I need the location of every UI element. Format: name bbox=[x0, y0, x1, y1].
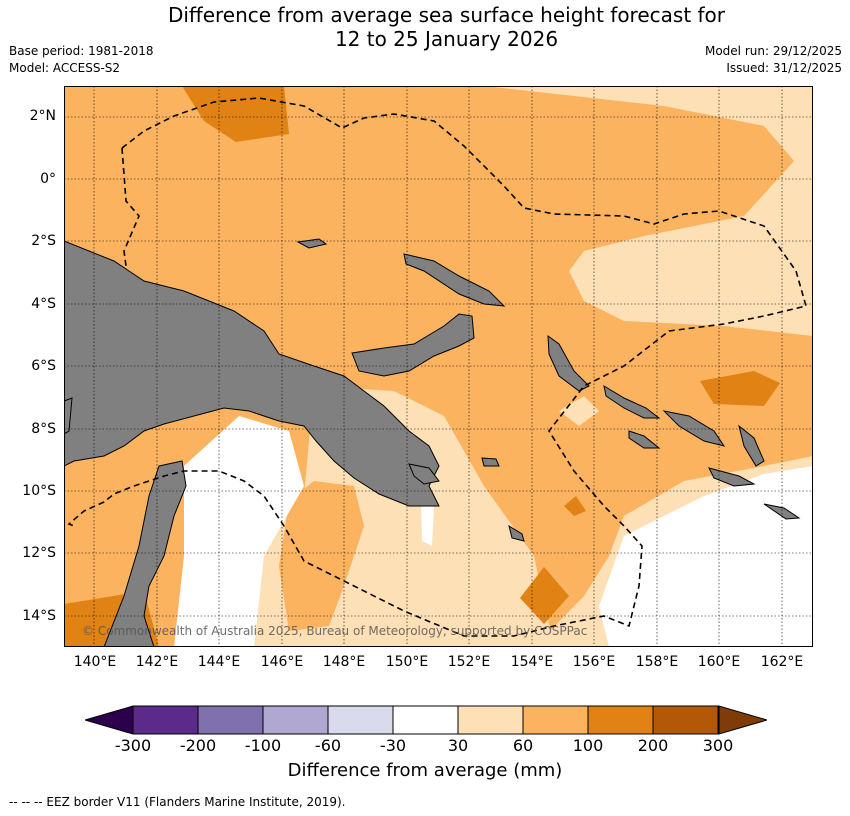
colorbar-tick: -30 bbox=[379, 736, 407, 755]
land-rossel bbox=[508, 524, 525, 542]
lon-label: 148°E bbox=[322, 654, 366, 670]
land-new-ireland bbox=[403, 253, 506, 307]
anomaly-100-200-east bbox=[700, 371, 780, 406]
colorbar-tick: 100 bbox=[572, 736, 604, 755]
colorbar-tick: 30 bbox=[447, 736, 469, 755]
anomaly-100-200-top bbox=[182, 86, 289, 142]
map-frame bbox=[64, 86, 813, 647]
anomaly-30-60-northeast bbox=[484, 86, 813, 336]
land-new-guinea bbox=[64, 240, 440, 507]
colorbar-cells bbox=[132, 705, 719, 735]
land-solomons-2 bbox=[662, 410, 726, 447]
land-solomons-1 bbox=[603, 384, 661, 419]
lat-label: 6°S bbox=[31, 358, 56, 374]
meta-right: Model run: 29/12/2025 Issued: 31/12/2025 bbox=[705, 43, 842, 77]
colorbar-cell bbox=[262, 705, 329, 735]
lon-label: 146°E bbox=[260, 654, 304, 670]
anomaly-100-200-south bbox=[520, 567, 569, 624]
eez-legend-note: -- -- -- EEZ border V11 (Flanders Marine… bbox=[9, 795, 346, 809]
lat-label: 12°S bbox=[22, 545, 56, 561]
lat-label: 4°S bbox=[31, 296, 56, 312]
meta-left: Base period: 1981-2018 Model: ACCESS-S2 bbox=[9, 43, 154, 77]
colorbar-title: Difference from average (mm) bbox=[287, 760, 563, 781]
title-line-2: 12 to 25 January 2026 bbox=[334, 27, 559, 51]
title-line-1: Difference from average sea surface heig… bbox=[167, 3, 726, 27]
colorbar-cell bbox=[132, 705, 199, 735]
lat-label: 0° bbox=[40, 171, 56, 187]
colorbar-cell bbox=[457, 705, 524, 735]
lon-label: 154°E bbox=[510, 654, 554, 670]
base-period: Base period: 1981-2018 bbox=[9, 44, 154, 58]
issued-date: Issued: 31/12/2025 bbox=[726, 61, 842, 75]
model-run: Model run: 29/12/2025 bbox=[704, 44, 842, 58]
land-louisiade bbox=[481, 457, 500, 467]
land-manus bbox=[296, 238, 328, 249]
colorbar-cell bbox=[392, 705, 459, 735]
lon-label: 162°E bbox=[760, 654, 804, 670]
lat-label: 14°S bbox=[22, 608, 56, 624]
land-aru bbox=[64, 397, 73, 435]
colorbar-cell bbox=[652, 705, 719, 735]
colorbar-cell bbox=[327, 705, 394, 735]
land-solomons-3 bbox=[628, 430, 661, 449]
lon-label: 160°E bbox=[697, 654, 741, 670]
colorbar bbox=[85, 705, 767, 735]
anomaly-60-100-south bbox=[279, 481, 364, 631]
lat-label: 2°N bbox=[29, 108, 56, 124]
lon-label: 140°E bbox=[73, 654, 117, 670]
model-name: Model: ACCESS-S2 bbox=[9, 61, 121, 75]
lon-label: 156°E bbox=[572, 654, 616, 670]
anomaly-neutral-gulf bbox=[174, 416, 304, 647]
colorbar-tick: -60 bbox=[314, 736, 342, 755]
lon-label: 142°E bbox=[135, 654, 179, 670]
colorbar-tick: 200 bbox=[637, 736, 669, 755]
colorbar-tick: 300 bbox=[702, 736, 734, 755]
colorbar-tick: -200 bbox=[179, 736, 217, 755]
land-rennell bbox=[763, 503, 801, 520]
anomaly-neutral-small bbox=[421, 506, 434, 546]
colorbar-over-arrow bbox=[718, 705, 767, 735]
land-solomons-4 bbox=[738, 424, 765, 467]
map-title: Difference from average sea surface heig… bbox=[0, 3, 850, 51]
lat-label: 8°S bbox=[31, 421, 56, 437]
colorbar-cell bbox=[587, 705, 654, 735]
colorbar-tick: -300 bbox=[114, 736, 152, 755]
lon-label: 158°E bbox=[635, 654, 679, 670]
lon-label: 150°E bbox=[385, 654, 429, 670]
lon-label: 144°E bbox=[197, 654, 241, 670]
colorbar-cell bbox=[197, 705, 264, 735]
colorbar-tick: 60 bbox=[512, 736, 534, 755]
anomaly-neutral-east bbox=[599, 466, 813, 647]
land-bougainville bbox=[547, 334, 590, 392]
colorbar-under-arrow bbox=[85, 705, 134, 735]
land-dentrecasteaux bbox=[408, 463, 440, 485]
lon-label: 152°E bbox=[447, 654, 491, 670]
lat-label: 2°S bbox=[31, 233, 56, 249]
copyright-notice: © Commonwealth of Australia 2025, Bureau… bbox=[82, 624, 588, 638]
map-panel: © Commonwealth of Australia 2025, Bureau… bbox=[64, 86, 813, 647]
anomaly-100-200-small bbox=[564, 496, 586, 516]
land-new-britain bbox=[351, 313, 475, 377]
land-san-cristobal bbox=[708, 467, 756, 487]
anomaly-30-60-small bbox=[559, 396, 599, 426]
map-svg bbox=[64, 86, 813, 647]
colorbar-cell bbox=[522, 705, 589, 735]
graticule bbox=[64, 86, 813, 647]
land-cape-york bbox=[103, 460, 187, 647]
lat-label: 10°S bbox=[22, 483, 56, 499]
eez-border bbox=[67, 97, 807, 637]
colorbar-tick: -100 bbox=[244, 736, 282, 755]
